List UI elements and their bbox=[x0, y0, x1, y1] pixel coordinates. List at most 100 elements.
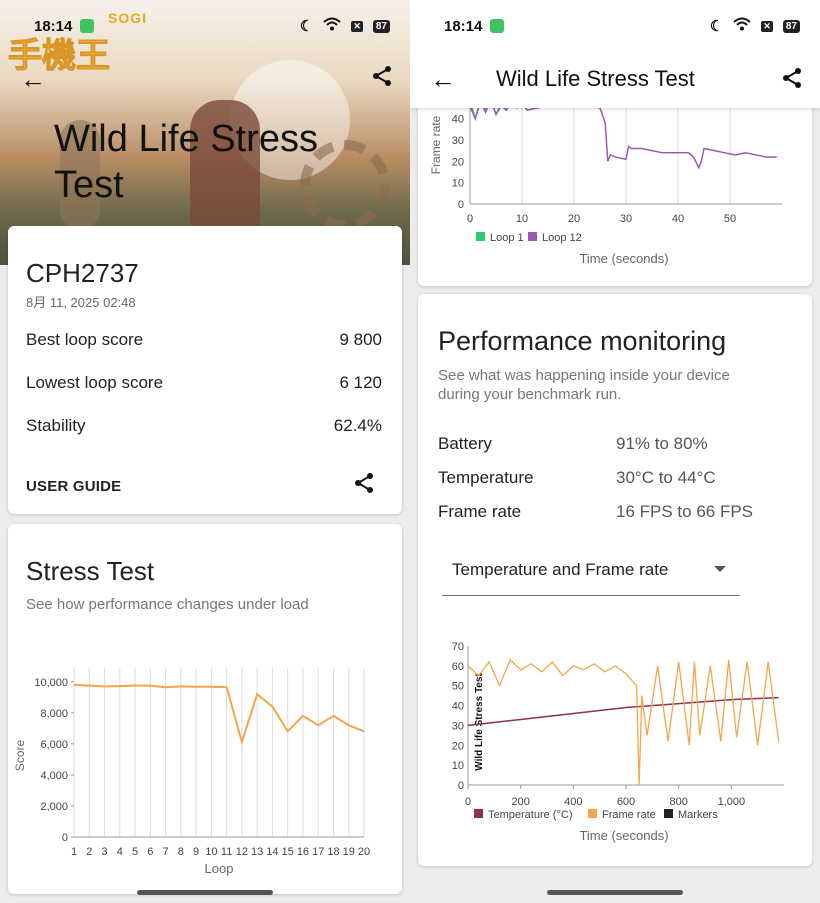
gesture-bar[interactable] bbox=[137, 890, 273, 895]
performance-monitoring-card: Performance monitoring See what was happ… bbox=[418, 294, 812, 866]
legend-swatch bbox=[474, 809, 483, 818]
y-tick-label: 20 bbox=[452, 740, 464, 752]
series-line bbox=[469, 100, 777, 170]
stress-subtitle: See how performance changes under load bbox=[26, 596, 309, 613]
chart-type-dropdown[interactable]: Temperature and Frame rate bbox=[442, 556, 740, 596]
y-tick-label: 10 bbox=[452, 760, 464, 772]
row-label: Temperature bbox=[438, 468, 534, 487]
y-tick-label: 60 bbox=[452, 661, 464, 673]
legend-swatch bbox=[664, 809, 673, 818]
hero-art-character bbox=[190, 100, 260, 230]
legend-swatch bbox=[476, 232, 485, 241]
legend-label: Loop 1 bbox=[490, 232, 524, 244]
x-tick-label: 10 bbox=[205, 846, 217, 858]
legend-swatch bbox=[528, 232, 537, 241]
row-label: Battery bbox=[438, 434, 492, 453]
x-tick-label: 11 bbox=[221, 846, 232, 858]
chevron-down-icon bbox=[714, 566, 726, 572]
y-tick-label: 10 bbox=[452, 178, 464, 190]
x-tick-label: 13 bbox=[251, 846, 263, 858]
status-time: 18:14 bbox=[444, 17, 483, 35]
x-tick-label: 15 bbox=[282, 846, 294, 858]
series-line bbox=[467, 658, 780, 786]
x-tick-label: 0 bbox=[467, 213, 473, 225]
stress-heading: Stress Test bbox=[26, 556, 155, 586]
result-summary-card: CPH2737 8月 11, 2025 02:48 Best loop scor… bbox=[8, 226, 402, 514]
share-icon[interactable] bbox=[780, 66, 804, 95]
y-tick-label: 0 bbox=[458, 780, 464, 792]
back-arrow-icon[interactable]: ← bbox=[430, 64, 456, 94]
y-axis-label: Wild Life Stress Test bbox=[474, 673, 485, 771]
x-tick-label: 3 bbox=[101, 846, 107, 858]
y-tick-label: 4,000 bbox=[40, 770, 68, 782]
x-tick-label: 50 bbox=[724, 213, 736, 225]
x-tick-label: 800 bbox=[669, 796, 687, 808]
share-icon[interactable] bbox=[370, 64, 394, 93]
legend-swatch bbox=[588, 809, 597, 818]
battery-row: Battery 91% to 80% bbox=[438, 434, 708, 454]
x-tick-label: 18 bbox=[327, 846, 339, 858]
page-title: Wild Life Stress Test bbox=[54, 118, 318, 206]
notification-icon bbox=[490, 19, 505, 33]
x-tick-label: 200 bbox=[511, 796, 529, 808]
y-tick-label: 20 bbox=[452, 156, 464, 168]
no-signal-icon: ✕ bbox=[761, 20, 773, 32]
score-line bbox=[73, 683, 365, 746]
row-label: Lowest loop score bbox=[26, 373, 164, 392]
lowest-loop-row: Lowest loop score 6 120 bbox=[26, 373, 382, 393]
row-value: 62.4% bbox=[333, 416, 382, 435]
perf-subtitle: See what was happening inside your devic… bbox=[438, 367, 730, 403]
x-axis-label: Time (seconds) bbox=[579, 828, 668, 843]
frame-rate-row: Frame rate 16 FPS to 66 FPS bbox=[438, 502, 753, 522]
x-tick-label: 20 bbox=[358, 846, 370, 858]
y-tick-label: 6,000 bbox=[40, 739, 68, 751]
best-loop-row: Best loop score 9 800 bbox=[26, 330, 382, 350]
x-tick-label: 9 bbox=[193, 846, 199, 858]
legend-label: Temperature (°C) bbox=[488, 809, 572, 821]
battery-icon: 87 bbox=[782, 19, 800, 33]
user-guide-link[interactable]: USER GUIDE bbox=[26, 478, 122, 495]
y-tick-label: 30 bbox=[452, 720, 464, 732]
x-tick-label: 600 bbox=[617, 796, 635, 808]
stress-test-card: Stress Test See how performance changes … bbox=[8, 524, 402, 894]
y-tick-label: 30 bbox=[452, 135, 464, 147]
row-value: 30°C to 44°C bbox=[616, 468, 716, 487]
watermark-mark: 手機王 bbox=[8, 36, 111, 77]
share-icon[interactable] bbox=[352, 471, 376, 500]
legend-label: Loop 12 bbox=[542, 232, 582, 244]
wifi-icon bbox=[733, 17, 751, 35]
temperature-frame-rate-chart: 0 200 400 600 800 1,000 0 10 20 30 40 50 60 70 Wild Li… bbox=[452, 641, 784, 843]
device-name: CPH2737 bbox=[26, 258, 139, 288]
dropdown-value: Temperature and Frame rate bbox=[452, 560, 669, 579]
wifi-icon bbox=[323, 17, 341, 35]
x-tick-label: 400 bbox=[564, 796, 582, 808]
back-arrow-icon[interactable]: ← bbox=[20, 64, 46, 94]
y-axis-label: Frame rate bbox=[429, 115, 443, 174]
hero-banner: ← Wild Life Stress Test bbox=[0, 0, 410, 265]
left-screen: ← Wild Life Stress Test 18:14 ☾ ✕ 87 SOG… bbox=[0, 0, 410, 895]
gesture-bar[interactable] bbox=[547, 890, 683, 895]
x-tick-label: 7 bbox=[163, 846, 169, 858]
x-tick-label: 4 bbox=[117, 846, 123, 858]
x-tick-label: 6 bbox=[147, 846, 153, 858]
x-tick-label: 1 bbox=[71, 846, 77, 858]
x-tick-label: 14 bbox=[266, 846, 278, 858]
stress-score-chart: 1 2 3 4 5 6 7 8 9 10 11 12 13 14 15 16 17 18 19 2002,0004,0… bbox=[13, 668, 370, 876]
result-date: 8月 11, 2025 02:48 bbox=[26, 295, 136, 310]
x-tick-label: 19 bbox=[343, 846, 355, 858]
x-tick-label: 12 bbox=[236, 846, 248, 858]
x-axis-label: Time (seconds) bbox=[579, 251, 668, 266]
row-value: 9 800 bbox=[339, 330, 382, 349]
status-time: 18:14 bbox=[34, 17, 73, 35]
row-label: Best loop score bbox=[26, 330, 144, 349]
no-signal-icon: ✕ bbox=[351, 20, 363, 32]
y-tick-label: 8,000 bbox=[40, 708, 68, 720]
row-value: 6 120 bbox=[339, 373, 382, 392]
x-tick-label: 17 bbox=[312, 846, 324, 858]
right-screen: 0 10 20 30 40 50 0 10 20 30 40 Frame rate Loop 1 Loop… bbox=[410, 0, 820, 903]
y-tick-label: 50 bbox=[452, 681, 464, 693]
moon-icon: ☾ bbox=[709, 18, 724, 35]
y-tick-label: 70 bbox=[452, 641, 464, 653]
row-value: 91% to 80% bbox=[616, 434, 708, 453]
x-tick-label: 0 bbox=[465, 796, 471, 808]
